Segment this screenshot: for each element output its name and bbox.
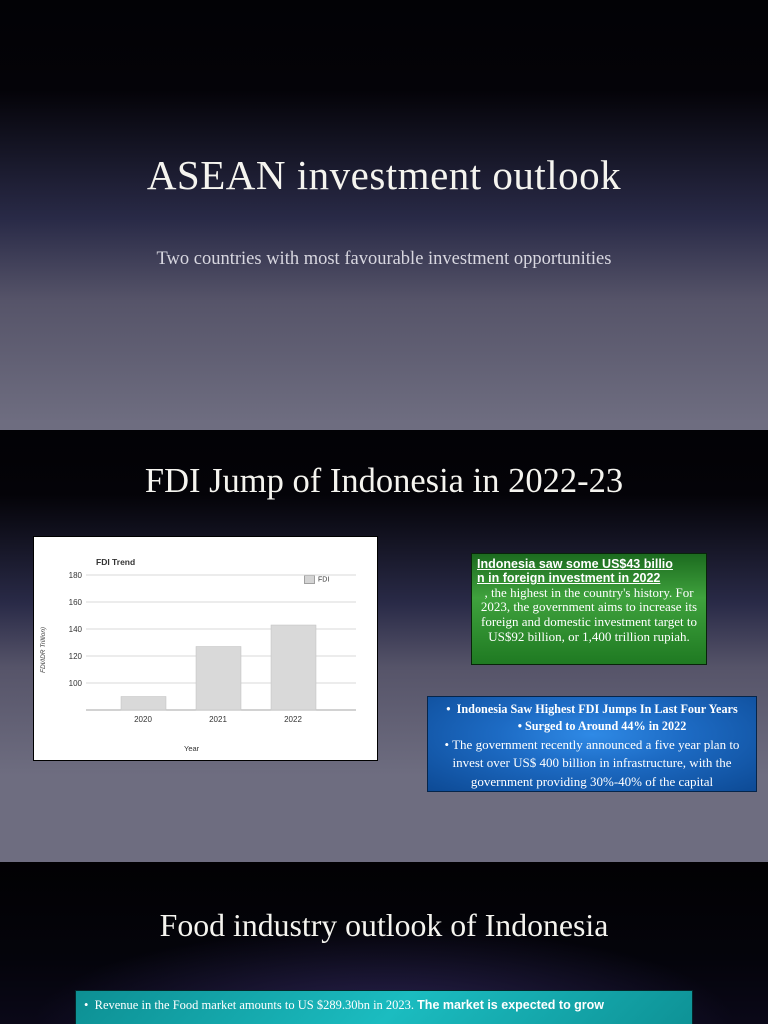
svg-text:2021: 2021 — [209, 715, 227, 724]
svg-text:180: 180 — [69, 571, 83, 580]
svg-text:120: 120 — [69, 652, 83, 661]
svg-text:160: 160 — [69, 598, 83, 607]
svg-text:140: 140 — [69, 625, 83, 634]
svg-text:2020: 2020 — [134, 715, 152, 724]
svg-text:2022: 2022 — [284, 715, 302, 724]
svg-text:100: 100 — [69, 679, 83, 688]
